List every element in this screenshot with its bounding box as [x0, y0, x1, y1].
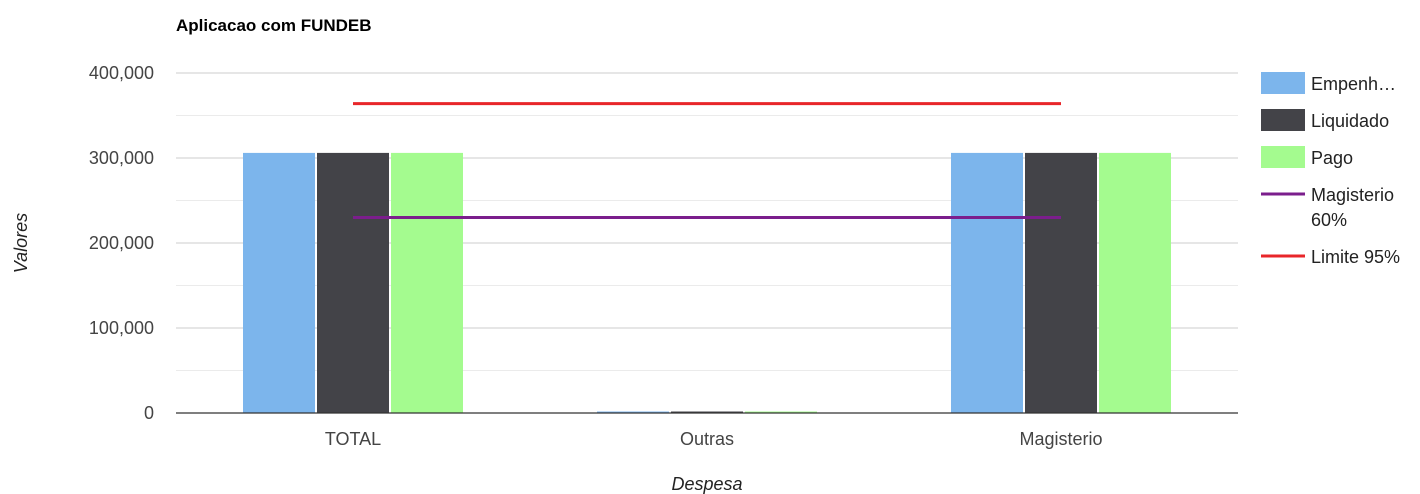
y-tick-label: 0 — [144, 403, 154, 423]
bar-empenh--magisterio — [951, 152, 1023, 413]
legend-label: Liquidado — [1311, 111, 1389, 131]
chart-title: Aplicacao com FUNDEB — [176, 16, 372, 35]
bars — [243, 152, 1171, 413]
x-tick-label: Outras — [680, 429, 734, 449]
legend-label: Limite 95% — [1311, 247, 1400, 267]
legend-swatch — [1261, 109, 1305, 131]
bar-empenh--total — [243, 152, 315, 413]
reference-lines — [353, 102, 1061, 219]
legend: Empenh… Liquidado Pago Magisterio 60% Limite … — [1261, 72, 1400, 267]
legend-label: Magisterio — [1311, 185, 1394, 205]
axes: 0 100,000 200,000 300,000 400,000 TOTAL Outras… — [89, 63, 1238, 449]
bar-liquidado-total — [317, 152, 389, 413]
bar-liquidado-outras — [671, 411, 743, 413]
bar-liquidado-magisterio — [1025, 152, 1097, 413]
y-tick-label: 200,000 — [89, 233, 154, 253]
legend-label: Pago — [1311, 148, 1353, 168]
x-tick-label: Magisterio — [1019, 429, 1102, 449]
y-axis-title: Valores — [11, 213, 31, 273]
legend-swatch — [1261, 72, 1305, 94]
bar-pago-outras — [745, 411, 817, 413]
y-tick-label: 300,000 — [89, 148, 154, 168]
y-tick-label: 400,000 — [89, 63, 154, 83]
bar-pago-magisterio — [1099, 152, 1171, 413]
legend-label: 60% — [1311, 210, 1347, 230]
bar-empenh--outras — [597, 411, 669, 413]
legend-swatch — [1261, 146, 1305, 168]
x-tick-label: TOTAL — [325, 429, 381, 449]
x-axis-title: Despesa — [671, 474, 742, 494]
bar-pago-total — [391, 152, 463, 413]
y-tick-label: 100,000 — [89, 318, 154, 338]
legend-label: Empenh… — [1311, 74, 1396, 94]
